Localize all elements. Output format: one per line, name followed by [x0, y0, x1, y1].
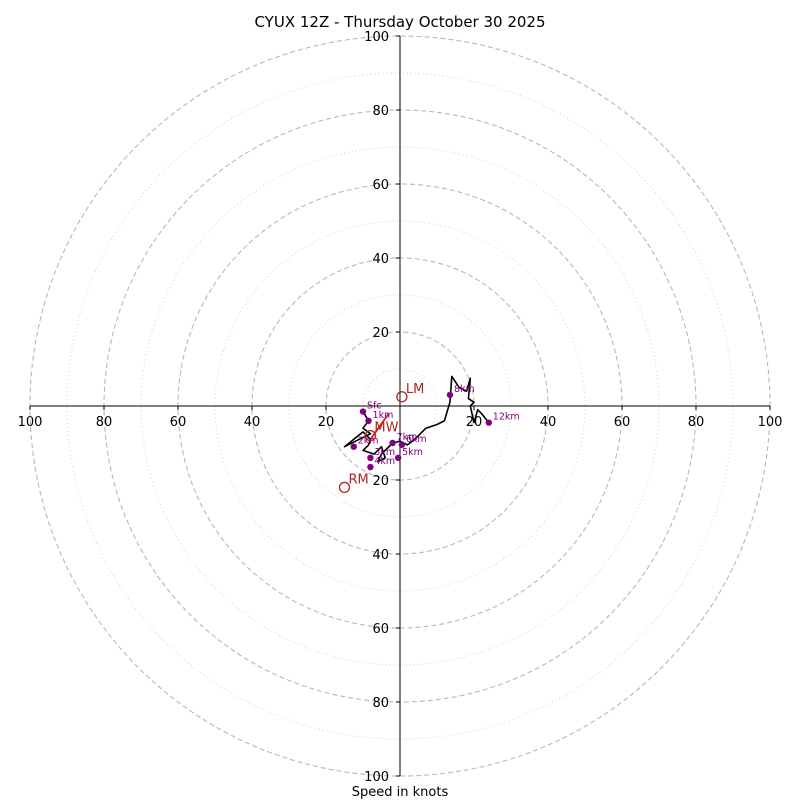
height-marker-label: 12km [493, 412, 520, 423]
height-marker-label: 8km [454, 384, 475, 395]
height-marker-4km [367, 463, 374, 471]
y-tick-label: 20 [372, 474, 389, 489]
x-tick-labels: 100 80 60 40 20 20 40 60 80 100 [18, 415, 783, 430]
x-tick-label: 20 [318, 415, 335, 430]
height-marker-label: 6km [406, 434, 427, 445]
height-marker-7km [389, 439, 396, 447]
storm-motion-markers: LM MW RM [338, 382, 424, 494]
height-marker-label: 4km [374, 456, 395, 467]
height-marker-label: 2km [358, 436, 379, 447]
x-tick-label: 40 [540, 415, 557, 430]
x-tick-label: 60 [614, 415, 631, 430]
y-tick-label: 100 [364, 770, 389, 785]
y-tick-label: 40 [372, 252, 389, 267]
storm-motion-rm [338, 481, 351, 494]
height-marker-5km [394, 454, 402, 461]
x-axis-label: Speed in knots [352, 785, 449, 800]
storm-motion-label: LM [406, 382, 424, 397]
storm-motion-lm [396, 391, 408, 403]
storm-motion-label: RM [349, 472, 369, 487]
height-marker-2km [350, 443, 357, 450]
x-tick-label: 100 [758, 415, 783, 430]
height-marker-8km [446, 391, 454, 399]
y-tick-label: 60 [372, 622, 389, 637]
y-tick-labels: 100 80 60 40 20 20 40 60 80 100 [364, 30, 389, 785]
y-tick-label: 100 [364, 30, 389, 45]
shear-vector [369, 412, 390, 440]
height-marker-label: Sfc [367, 401, 382, 412]
x-tick-label: 100 [18, 415, 43, 430]
hodograph-trace [343, 375, 490, 463]
chart-title: CYUX 12Z - Thursday October 30 2025 [254, 13, 545, 31]
hodograph-line [343, 375, 490, 463]
height-marker-Sfc [359, 408, 367, 415]
y-tick-label: 20 [372, 326, 389, 341]
y-tick-label: 40 [372, 548, 389, 563]
y-tick-label: 80 [372, 696, 389, 711]
x-tick-label: 60 [170, 415, 187, 430]
height-marker-6km [398, 441, 406, 449]
x-tick-label: 80 [96, 415, 113, 430]
shear-vector-line [369, 412, 390, 440]
storm-motion-label: MW [374, 421, 398, 436]
height-marker-label: 3km [374, 447, 395, 458]
height-marker-3km [367, 454, 374, 461]
y-tick-label: 60 [372, 178, 389, 193]
storm-motion-mw [364, 429, 377, 442]
height-marker-label: 5km [402, 447, 423, 458]
height-marker-12km [485, 419, 492, 426]
x-tick-label: 40 [244, 415, 261, 430]
x-tick-label: 80 [688, 415, 705, 430]
y-tick-label: 80 [372, 104, 389, 119]
axes [29, 35, 771, 777]
height-marker-label: 1km [373, 410, 394, 421]
height-marker-1km [365, 417, 372, 424]
height-marker-label: 7km [397, 432, 418, 443]
